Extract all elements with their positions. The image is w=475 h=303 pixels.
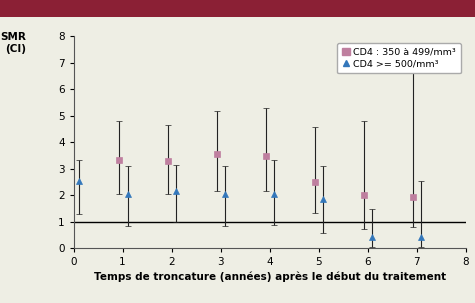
Y-axis label: SMR
(CI): SMR (CI): [1, 32, 27, 54]
X-axis label: Temps de troncature (années) après le début du traitement: Temps de troncature (années) après le dé…: [94, 272, 446, 282]
Legend: CD4 : 350 à 499/mm³, CD4 >= 500/mm³: CD4 : 350 à 499/mm³, CD4 >= 500/mm³: [337, 43, 461, 74]
